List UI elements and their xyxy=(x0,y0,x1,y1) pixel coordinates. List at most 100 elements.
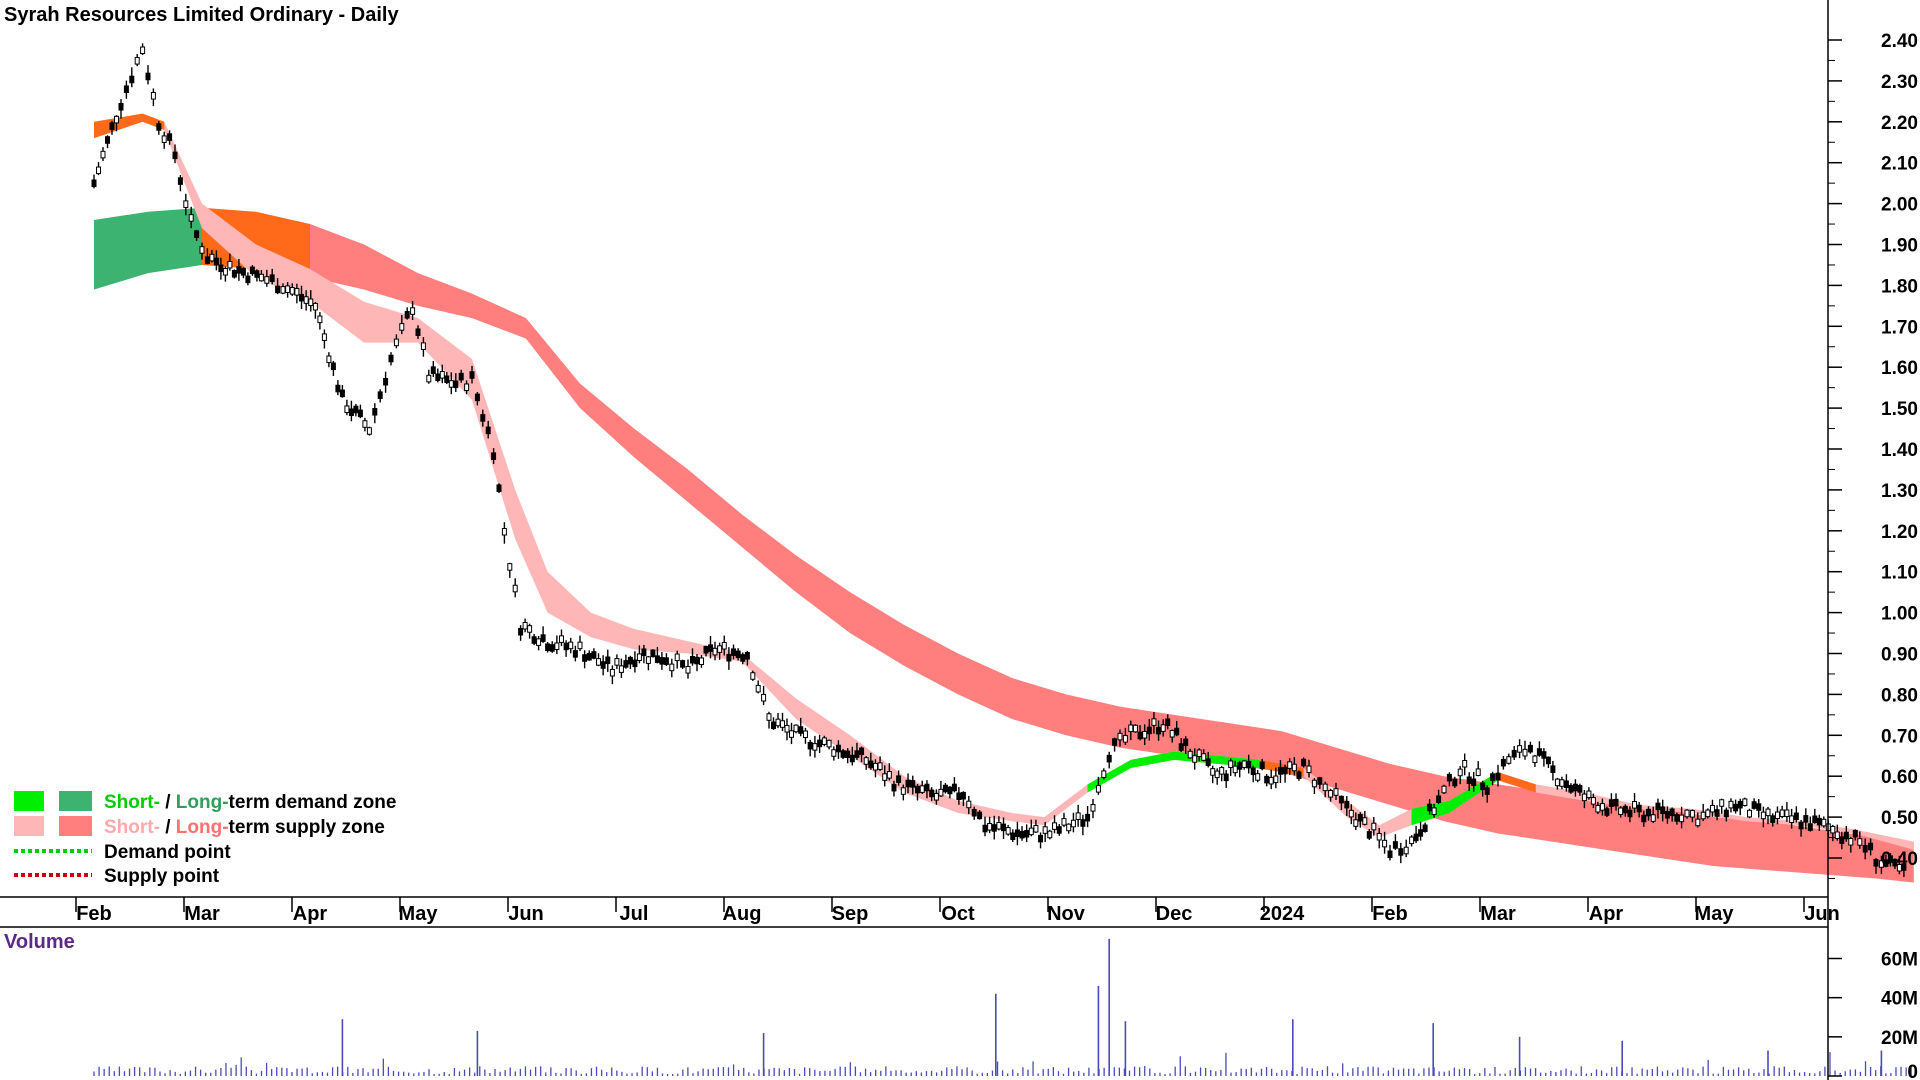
x-tick-label: May xyxy=(1695,903,1735,925)
candle-body xyxy=(540,634,546,642)
candle-body xyxy=(294,288,300,296)
candle-body xyxy=(1457,768,1463,777)
candle-body xyxy=(591,651,597,659)
candle-body xyxy=(886,771,892,779)
y-tick-label: 1.70 xyxy=(1881,317,1918,338)
candle-body xyxy=(1387,850,1393,859)
candle-body xyxy=(1737,800,1743,809)
candle-body xyxy=(1883,859,1889,867)
candle-body xyxy=(1536,748,1542,756)
candle-body xyxy=(563,642,569,651)
candle-body xyxy=(817,739,823,748)
candle-body xyxy=(399,323,405,331)
candle-body xyxy=(1122,735,1128,743)
y-tick-label: 2.10 xyxy=(1881,154,1918,175)
candle-body xyxy=(789,730,794,738)
candle-body xyxy=(1028,827,1034,836)
candle-body xyxy=(199,246,205,254)
candle-body xyxy=(485,426,491,435)
candle-body xyxy=(1689,810,1695,818)
candle-body xyxy=(183,200,189,208)
candle-body xyxy=(1183,738,1189,747)
candle-body xyxy=(685,666,691,674)
candle-body xyxy=(1604,808,1610,816)
candle-body xyxy=(1142,730,1148,739)
y-tick-label: 2.30 xyxy=(1881,72,1918,93)
candle-body xyxy=(1431,807,1437,815)
candle-body xyxy=(1679,814,1685,823)
candle-body xyxy=(1650,814,1656,822)
candle-body xyxy=(859,747,865,756)
legend-swatch-demand-short xyxy=(14,791,44,811)
candle-body xyxy=(645,656,651,664)
candle-body xyxy=(258,273,264,282)
candle-body xyxy=(1075,812,1081,820)
candle-body xyxy=(275,285,281,294)
candle-body xyxy=(755,684,761,693)
candle-body xyxy=(161,135,167,143)
candle-body xyxy=(1892,858,1898,867)
chart-title: Syrah Resources Limited Ordinary - Daily xyxy=(4,4,399,26)
candle-body xyxy=(982,824,988,833)
candle-body xyxy=(1353,819,1359,827)
candle-body xyxy=(1001,823,1007,832)
candle-body xyxy=(1816,817,1822,826)
price-candles xyxy=(91,43,1907,877)
x-tick-label: Jun xyxy=(508,903,544,925)
candle-body xyxy=(600,661,606,669)
candle-body xyxy=(118,103,124,111)
candle-body xyxy=(1033,824,1039,833)
candle-body xyxy=(1803,815,1809,823)
candle-body xyxy=(802,730,808,739)
candle-body xyxy=(1259,761,1265,770)
candle-body xyxy=(1705,809,1711,818)
candle-body xyxy=(680,660,686,668)
candle-body xyxy=(1338,795,1344,804)
candle-body xyxy=(1723,809,1729,818)
candle-body xyxy=(735,650,741,659)
x-tick-label: Mar xyxy=(1480,903,1516,925)
candle-body xyxy=(577,641,583,650)
candle-body xyxy=(1287,761,1293,769)
candle-body xyxy=(105,136,110,144)
candle-body xyxy=(821,737,827,745)
short-term-demand-band-0 xyxy=(1087,751,1261,793)
y-tick-label: 1.80 xyxy=(1881,276,1918,297)
candle-body xyxy=(439,371,445,379)
candle-body xyxy=(1843,831,1849,840)
y-tick-label: 0.80 xyxy=(1881,685,1918,706)
y-tick-label: 1.90 xyxy=(1881,236,1918,257)
candle-body xyxy=(1146,726,1152,735)
candle-body xyxy=(623,660,629,668)
candle-body xyxy=(1559,779,1565,787)
candle-body xyxy=(1066,823,1072,832)
candle-body xyxy=(919,785,925,793)
candle-body xyxy=(900,787,906,795)
candle-body xyxy=(254,270,260,278)
candle-body xyxy=(321,333,327,341)
candle-body xyxy=(654,655,660,663)
candle-body xyxy=(458,372,464,381)
candle-body xyxy=(348,408,354,417)
candle-body xyxy=(549,644,555,652)
candle-body xyxy=(377,391,383,399)
candle-body xyxy=(1306,765,1312,774)
candle-body xyxy=(1348,809,1354,818)
candle-body xyxy=(840,750,846,758)
candle-body xyxy=(1187,750,1193,759)
candle-body xyxy=(123,85,129,93)
volume-tick-label: 0 xyxy=(1907,1062,1918,1080)
candle-body xyxy=(568,641,574,650)
candle-body xyxy=(1112,738,1118,746)
candle-body xyxy=(1165,718,1171,726)
candle-body xyxy=(1577,785,1583,793)
candle-body xyxy=(1241,760,1247,768)
candle-body xyxy=(410,307,416,315)
candle-body xyxy=(435,373,441,382)
candle-body xyxy=(605,656,611,665)
candle-body xyxy=(674,653,680,662)
x-tick-label: Aug xyxy=(723,903,762,925)
candle-body xyxy=(1452,778,1458,787)
y-tick-label: 0.40 xyxy=(1881,849,1918,870)
candle-body xyxy=(1019,830,1025,839)
